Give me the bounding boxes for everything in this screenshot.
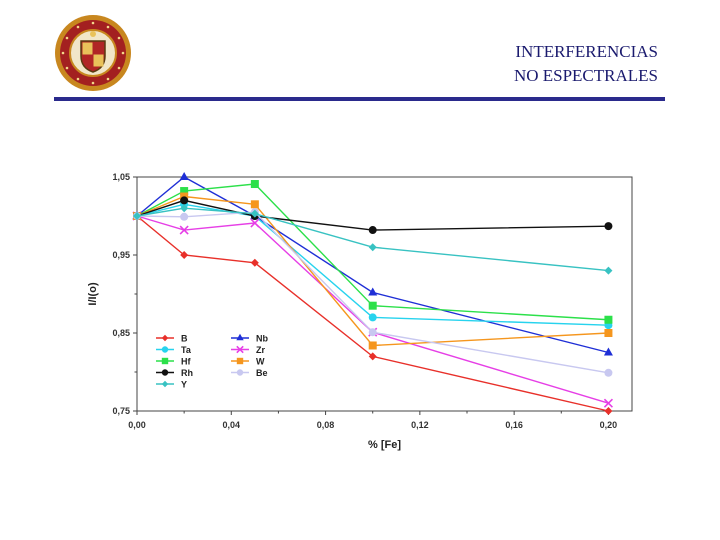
data-point-zr (250, 218, 260, 228)
data-point-b (604, 407, 613, 415)
y-axis-label: I/I(o) (87, 282, 99, 306)
data-point-nb (368, 287, 378, 296)
legend-marker-b (161, 334, 169, 342)
legend-marker-ta (161, 346, 169, 353)
legend-marker-w (236, 357, 244, 365)
data-point-rh (368, 226, 377, 235)
plot-frame (136, 176, 633, 412)
x-tick-label: 0,00 (128, 420, 146, 430)
seal-crown (90, 31, 96, 37)
data-point-y (133, 212, 141, 220)
y-tick-label: 0,85 (112, 328, 130, 338)
data-point-hf (604, 315, 613, 324)
legend-label-b: B (181, 334, 188, 344)
seal-shield-quarter (82, 42, 93, 55)
data-point-rh (180, 196, 189, 205)
data-point-zr (179, 225, 189, 235)
legend-label-rh: Rh (181, 368, 193, 378)
legend-label-y: Y (181, 380, 187, 390)
data-point-hf (250, 180, 259, 189)
data-point-y (368, 243, 377, 252)
data-point-w (368, 341, 377, 350)
legend-marker-zr (236, 345, 244, 354)
data-point-hf (368, 301, 377, 310)
data-point-nb (603, 347, 613, 356)
seal-shield-quarter-2 (93, 54, 104, 67)
legend-marker-nb (236, 333, 244, 341)
x-tick-label: 0,12 (411, 420, 429, 430)
data-point-be (180, 212, 189, 221)
slide-title: INTERFERENCIAS NO ESPECTRALES (398, 40, 658, 88)
legend-marker-hf (161, 357, 169, 365)
x-tick-label: 0,20 (600, 420, 618, 430)
data-point-w (604, 329, 613, 337)
data-point-hf (180, 187, 189, 196)
slide-title-line-2: NO ESPECTRALES (513, 66, 658, 85)
x-axis-label: % [Fe] (368, 439, 401, 451)
legend-label-hf: Hf (181, 357, 191, 367)
slide-title-line-1: INTERFERENCIAS (515, 42, 658, 61)
data-point-rh (604, 222, 613, 231)
y-tick-label: 0,95 (112, 250, 130, 260)
legend-label-be: Be (256, 368, 268, 378)
seal-ring-dots (61, 21, 125, 85)
legend-marker-be (236, 369, 244, 376)
data-point-b (180, 251, 189, 259)
y-tick-label: 0,75 (112, 406, 130, 416)
data-point-w (250, 200, 259, 209)
y-tick-label: 1,05 (112, 172, 130, 182)
title-divider (54, 97, 665, 101)
data-point-y (250, 209, 259, 218)
data-point-zr (603, 398, 613, 408)
series-line-nb (136, 176, 609, 354)
data-point-nb (179, 172, 189, 180)
university-seal-logo (55, 15, 131, 91)
legend-label-zr: Zr (256, 345, 265, 355)
legend-label-w: W (256, 357, 265, 367)
data-point-y (604, 266, 613, 275)
x-tick-label: 0,16 (505, 420, 523, 430)
data-point-ta (368, 313, 377, 322)
series-line-hf (136, 183, 609, 321)
data-point-be (604, 368, 613, 377)
series-line-y (136, 207, 609, 272)
legend-marker-y (161, 380, 169, 388)
legend-label-ta: Ta (181, 345, 192, 355)
data-point-be (368, 328, 377, 337)
data-point-y (180, 204, 189, 213)
legend-label-nb: Nb (256, 334, 268, 344)
legend-marker-rh (161, 369, 169, 376)
x-tick-label: 0,08 (317, 420, 335, 430)
data-point-b (250, 258, 259, 267)
data-point-b (368, 352, 377, 361)
x-tick-label: 0,04 (223, 420, 241, 430)
